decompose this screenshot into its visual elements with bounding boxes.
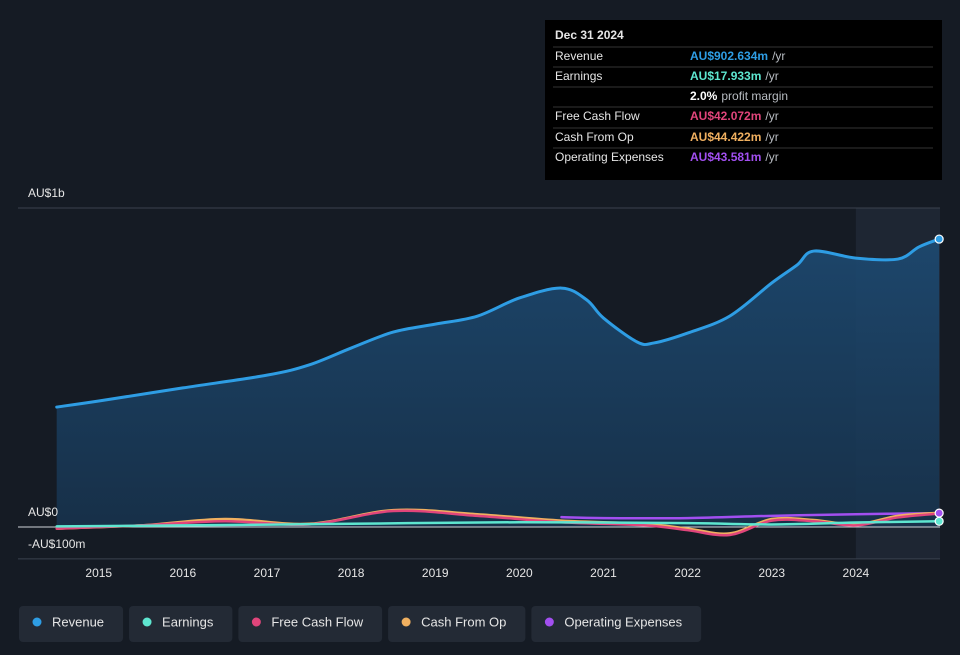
tooltip-value-text: 2.0% xyxy=(690,89,718,103)
tooltip-date: Dec 31 2024 xyxy=(555,28,624,42)
tooltip-value: AU$42.072m/yr xyxy=(690,109,779,123)
tooltip-suffix: /yr xyxy=(772,49,785,63)
legend-label[interactable]: Free Cash Flow xyxy=(271,614,363,629)
tooltip-value-text: AU$42.072m xyxy=(690,109,761,123)
series-line xyxy=(55,520,941,528)
tooltip-label: Free Cash Flow xyxy=(555,109,640,123)
revenue-area xyxy=(56,239,940,527)
x-tick-label: 2016 xyxy=(170,566,197,580)
tooltip-label: Earnings xyxy=(555,69,602,83)
x-tick-label: 2024 xyxy=(843,566,870,580)
y-tick-label: AU$0 xyxy=(28,505,58,519)
end-dot xyxy=(934,234,944,244)
legend-dot xyxy=(142,617,152,627)
legend-item[interactable]: Revenue xyxy=(19,606,124,642)
series-line xyxy=(560,511,941,520)
legend-item[interactable]: Earnings xyxy=(129,606,233,642)
tooltip-label: Cash From Op xyxy=(555,130,634,144)
tooltip-value: AU$17.933m/yr xyxy=(690,69,779,83)
legend-item[interactable]: Cash From Op xyxy=(388,606,526,642)
y-tick-label: AU$1b xyxy=(28,186,65,200)
end-dot xyxy=(934,516,944,526)
plot: -AU$100m AU$0 AU$1b 2015 2016 2017 2018 2019 202… xyxy=(18,186,944,580)
x-tick-label: 2022 xyxy=(674,566,701,580)
tooltip-value-text: AU$17.933m xyxy=(690,69,761,83)
legend-label[interactable]: Revenue xyxy=(52,614,104,629)
tooltip-value-text: AU$44.422m xyxy=(690,130,761,144)
legend-dot xyxy=(32,617,42,627)
end-dot xyxy=(934,508,944,518)
tooltip-suffix: /yr xyxy=(765,130,778,144)
legend-label[interactable]: Earnings xyxy=(162,614,214,629)
tooltip-suffix: profit margin xyxy=(721,89,788,103)
tooltip-suffix: /yr xyxy=(765,150,778,164)
tooltip-value-text: AU$902.634m xyxy=(690,49,768,63)
legend-button[interactable] xyxy=(388,606,526,642)
legend-dot xyxy=(544,617,554,627)
x-tick-label: 2020 xyxy=(506,566,533,580)
legend-button[interactable] xyxy=(238,606,383,642)
y-tick-label: -AU$100m xyxy=(28,537,85,551)
tooltip-value-text: AU$43.581m xyxy=(690,150,761,164)
tooltip-suffix: /yr xyxy=(765,109,778,123)
legend-label[interactable]: Cash From Op xyxy=(421,614,506,629)
tooltip-label: Revenue xyxy=(555,49,603,63)
tooltip-value: AU$43.581m/yr xyxy=(690,150,779,164)
tooltip-suffix: /yr xyxy=(765,69,778,83)
legend-item[interactable]: Free Cash Flow xyxy=(238,606,383,642)
legend-button[interactable] xyxy=(531,606,702,642)
x-tick-label: 2017 xyxy=(254,566,281,580)
legend-button[interactable] xyxy=(19,606,124,642)
legend: Revenue Earnings Free Cash Flow Cash From O… xyxy=(19,606,702,642)
tooltip-value: 2.0% profit margin xyxy=(690,89,788,103)
tooltip: Dec 31 2024 Revenue AU$902.634m/yr Earning… xyxy=(545,20,942,180)
x-tick-label: 2021 xyxy=(590,566,617,580)
tooltip-value: AU$44.422m/yr xyxy=(690,130,779,144)
series-line xyxy=(55,237,941,409)
legend-label[interactable]: Operating Expenses xyxy=(564,614,682,629)
legend-dot xyxy=(401,617,411,627)
x-tick-label: 2023 xyxy=(758,566,785,580)
x-tick-label: 2019 xyxy=(422,566,449,580)
tooltip-value: AU$902.634m/yr xyxy=(690,49,785,63)
x-tick-label: 2018 xyxy=(338,566,365,580)
legend-dot xyxy=(251,617,261,627)
tooltip-label: Operating Expenses xyxy=(555,150,664,164)
x-tick-label: 2015 xyxy=(85,566,112,580)
legend-item[interactable]: Operating Expenses xyxy=(531,606,702,642)
legend-button[interactable] xyxy=(129,606,233,642)
